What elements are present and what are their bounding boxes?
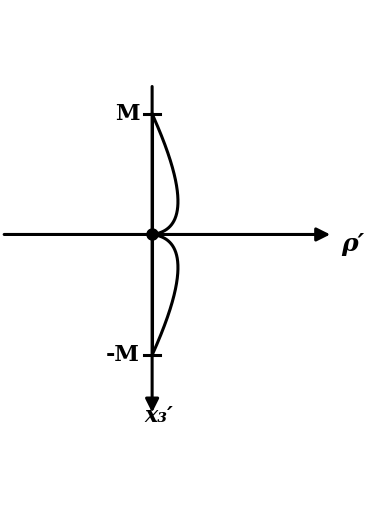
Text: M: M [115,103,139,125]
Text: x₃′: x₃′ [144,404,173,426]
Text: -M: -M [105,344,139,366]
Text: ρ′: ρ′ [342,232,365,256]
